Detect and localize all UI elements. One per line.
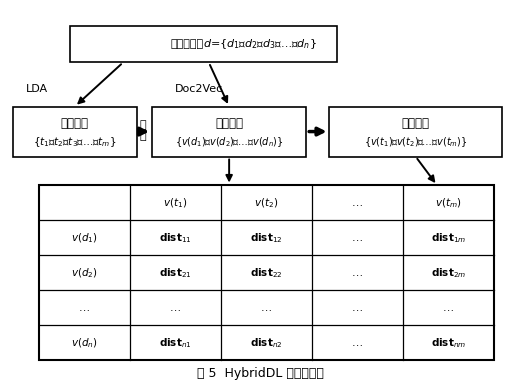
Text: LDA: LDA: [26, 84, 48, 94]
Text: $\mathbf{dist}_{21}$: $\mathbf{dist}_{21}$: [159, 266, 192, 280]
Text: {$v$($d_1$)，$v$($d_2$)，…，$v$($d_n$)}: {$v$($d_1$)，$v$($d_2$)，…，$v$($d_n$)}: [175, 136, 283, 149]
Bar: [152, 106, 306, 156]
Text: …: …: [170, 303, 181, 313]
Text: …: …: [443, 303, 454, 313]
Text: $v(t_m)$: $v(t_m)$: [435, 196, 462, 210]
Text: 主题向量: 主题向量: [401, 117, 430, 129]
Text: $\mathbf{dist}_{nm}$: $\mathbf{dist}_{nm}$: [431, 336, 466, 350]
Text: …: …: [352, 338, 363, 348]
Bar: [13, 106, 137, 156]
Text: 训练集文档: 训练集文档: [170, 39, 203, 49]
Text: …: …: [261, 303, 272, 313]
Text: 文档向量: 文档向量: [215, 117, 243, 129]
Text: $v(d_1)$: $v(d_1)$: [71, 231, 98, 245]
Text: …: …: [352, 268, 363, 278]
Text: $v(d_2)$: $v(d_2)$: [71, 266, 98, 280]
Text: …: …: [352, 198, 363, 208]
Text: 映
射: 映 射: [139, 120, 146, 141]
Text: {$t_1$，$t_2$，$t_3$，…，$t_m$}: {$t_1$，$t_2$，$t_3$，…，$t_m$}: [33, 136, 116, 149]
Text: $\mathbf{dist}_{n1}$: $\mathbf{dist}_{n1}$: [159, 336, 192, 350]
Text: …: …: [352, 233, 363, 243]
Text: $\mathbf{dist}_{22}$: $\mathbf{dist}_{22}$: [250, 266, 283, 280]
Bar: [70, 26, 337, 62]
Text: 文档主题: 文档主题: [61, 117, 89, 129]
Text: {$v$($t_1$)，$v$($t_2$)，…，$v$($t_m$)}: {$v$($t_1$)，$v$($t_2$)，…，$v$($t_m$)}: [364, 136, 467, 149]
Text: $\mathbf{dist}_{2m}$: $\mathbf{dist}_{2m}$: [431, 266, 466, 280]
Text: …: …: [79, 303, 90, 313]
Text: $v(d_n)$: $v(d_n)$: [71, 336, 98, 349]
Text: $\mathbf{dist}_{n2}$: $\mathbf{dist}_{n2}$: [250, 336, 283, 350]
Text: $v(t_2)$: $v(t_2)$: [254, 196, 279, 210]
Text: $\mathbf{dist}_{12}$: $\mathbf{dist}_{12}$: [250, 231, 283, 245]
Text: $\mathbf{dist}_{11}$: $\mathbf{dist}_{11}$: [159, 231, 192, 245]
Text: $d$={$d_1$，$d_2$，$d_3$，…，$d_n$}: $d$={$d_1$，$d_2$，$d_3$，…，$d_n$}: [203, 37, 317, 51]
Text: 图 5  HybridDL 模型步骤图: 图 5 HybridDL 模型步骤图: [197, 367, 323, 379]
Text: $v(t_1)$: $v(t_1)$: [163, 196, 188, 210]
Text: Doc2Vec: Doc2Vec: [175, 84, 224, 94]
Bar: [330, 106, 502, 156]
Text: …: …: [352, 303, 363, 313]
Bar: [39, 185, 494, 360]
Text: $\mathbf{dist}_{1m}$: $\mathbf{dist}_{1m}$: [431, 231, 466, 245]
